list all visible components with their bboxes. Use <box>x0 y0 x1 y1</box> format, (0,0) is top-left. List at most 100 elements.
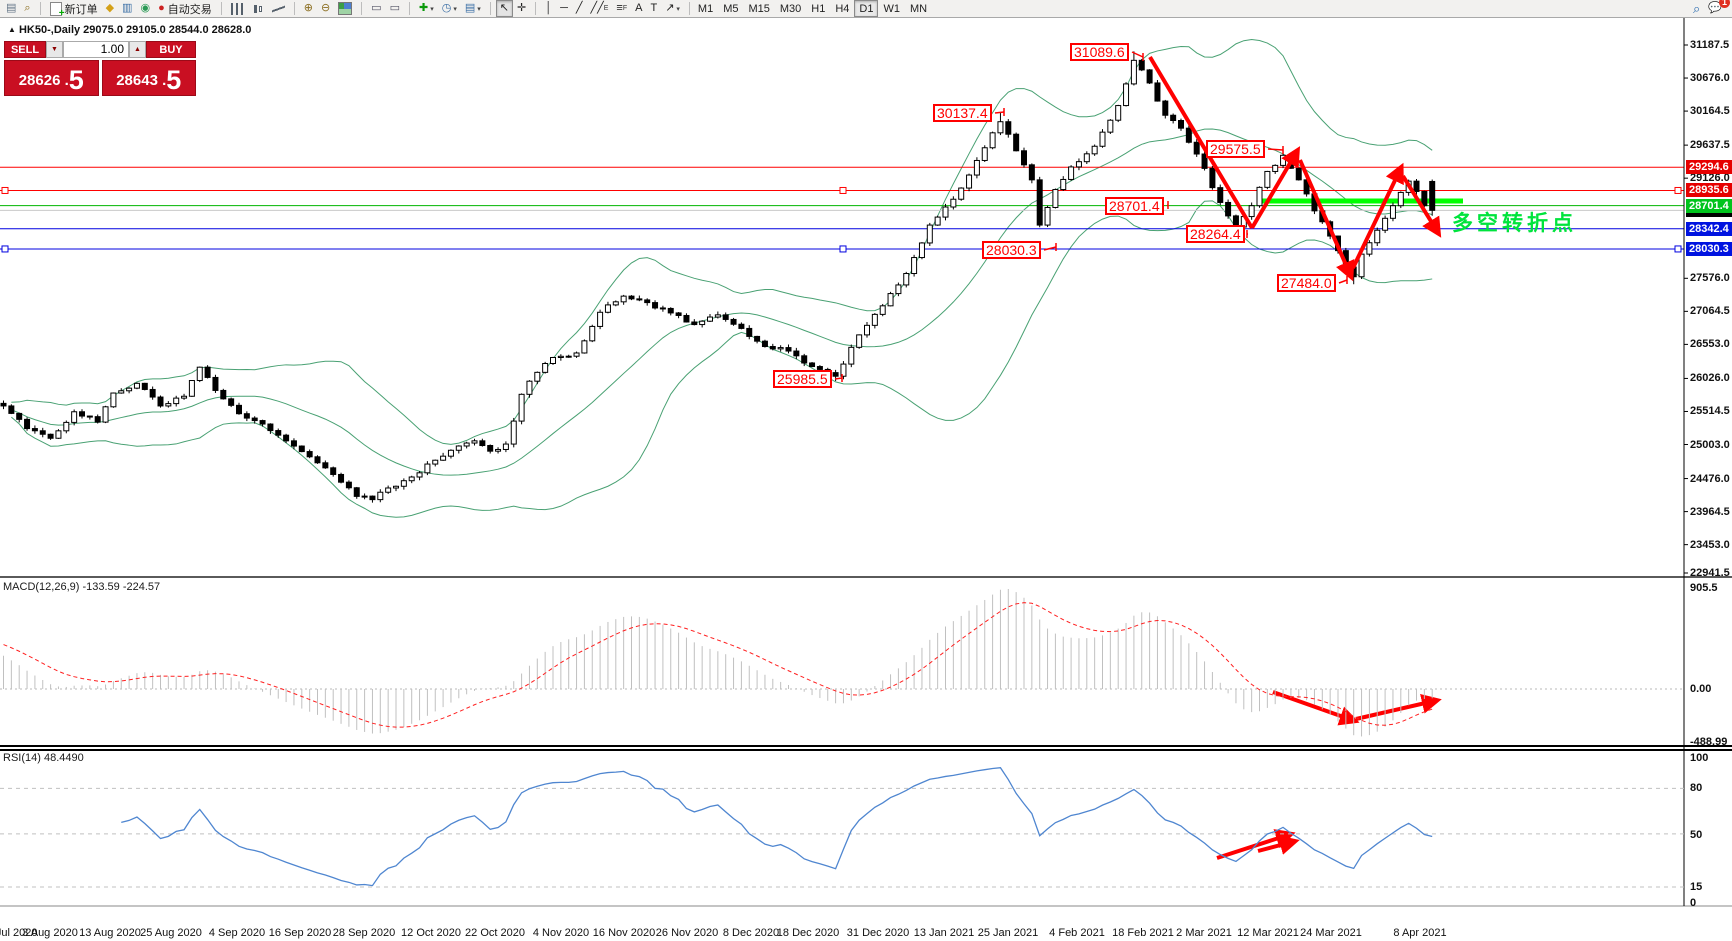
dropdown-caret-icon[interactable]: ▾ <box>477 5 481 13</box>
sell-price-button[interactable]: 28626 .5 <box>4 60 99 96</box>
trendline-icon[interactable]: ╱ <box>572 0 587 17</box>
period-clock-icon: ◷ <box>441 2 452 14</box>
selection-handle[interactable] <box>1 186 9 194</box>
autotrade-button[interactable]: ● 自动交易 <box>154 0 216 17</box>
add-indicator-icon[interactable]: ✚ ▾ <box>415 0 438 17</box>
trendline-icon: ╱ <box>575 2 583 14</box>
price-callout-31089.6[interactable]: 31089.6 <box>1070 43 1129 61</box>
price-callout-28264.4[interactable]: 28264.4 <box>1186 225 1245 243</box>
text-icon[interactable]: A <box>631 0 646 17</box>
tile-windows-icon[interactable] <box>334 0 356 17</box>
data-window-icon[interactable]: ▭ <box>386 0 404 17</box>
lot-decrease-button[interactable]: ▼ <box>46 41 63 58</box>
profile-search-icon[interactable]: ⌕ <box>20 0 34 17</box>
price-axis-tag[interactable]: 28342.4 <box>1686 221 1732 236</box>
arrows-icon[interactable]: ↗ ▾ <box>661 0 684 17</box>
macd-indicator <box>0 589 1684 737</box>
dropdown-caret-icon[interactable]: ▾ <box>676 5 680 13</box>
timeframe-m15-button[interactable]: M15 <box>748 2 770 15</box>
date-axis-label: 22 Oct 2020 <box>465 927 525 939</box>
line-chart-icon[interactable] <box>268 0 289 17</box>
lot-size-input[interactable]: 1.00 <box>63 41 129 58</box>
timeframe-h1-button[interactable]: H1 <box>811 2 826 15</box>
chart-window-icon[interactable]: ▤ <box>2 0 20 17</box>
date-axis-label: 3 Aug 2020 <box>22 927 78 939</box>
crosshair-icon[interactable]: ✛ <box>513 0 530 17</box>
candlestick-chart-icon[interactable] <box>248 0 268 17</box>
price-callout-28030.3[interactable]: 28030.3 <box>982 241 1041 259</box>
text-icon: A <box>635 2 643 14</box>
buy-price-button[interactable]: 28643 .5 <box>101 60 196 96</box>
date-axis-label: 13 Jan 2021 <box>913 927 975 939</box>
lot-increase-button[interactable]: ▲ <box>129 41 146 58</box>
selection-handle[interactable] <box>839 186 847 194</box>
price-axis-tag[interactable]: 28030.3 <box>1686 241 1732 256</box>
zoom-out-icon: ⊖ <box>320 2 331 14</box>
date-axis-label: 25 Jan 2021 <box>977 927 1039 939</box>
symbol-search-button[interactable]: ⌕ <box>1689 0 1704 17</box>
bar-chart-icon[interactable] <box>227 0 248 17</box>
red-arrow[interactable] <box>1257 835 1300 855</box>
selection-handle[interactable] <box>1674 186 1682 194</box>
price-callout-27484.0[interactable]: 27484.0 <box>1277 274 1336 292</box>
zoom-out-icon[interactable]: ⊖ <box>317 0 334 17</box>
buy-button[interactable]: BUY <box>146 41 196 58</box>
timeframe-mn-button[interactable]: MN <box>909 2 928 15</box>
timeframe-w1-button[interactable]: W1 <box>883 2 900 15</box>
toolbar-separator <box>535 2 537 15</box>
template-chart-icon[interactable]: ▤ ▾ <box>461 0 485 17</box>
indicator-list-icon[interactable]: ▭ <box>367 0 385 17</box>
crosshair-icon: ✛ <box>516 2 527 14</box>
cursor-icon[interactable]: ↖ <box>495 0 513 17</box>
text-label-icon[interactable]: T <box>646 0 661 17</box>
dropdown-caret-icon[interactable]: ▾ <box>453 5 457 13</box>
date-axis-label: 18 Feb 2021 <box>1112 927 1174 939</box>
new-order-button-label: 新订单 <box>64 3 98 16</box>
vertical-line-icon[interactable]: │ <box>541 0 556 17</box>
price-axis-label: 29126.0 <box>1690 172 1730 185</box>
price-callout-30137.4[interactable]: 30137.4 <box>933 104 992 122</box>
price-axis-tag[interactable]: 28935.6 <box>1686 183 1732 198</box>
sell-button[interactable]: SELL <box>4 41 46 58</box>
date-axis-label: 24 Mar 2021 <box>1300 927 1362 939</box>
signals-icon[interactable]: ◉ <box>136 0 154 17</box>
price-callout-25985.5[interactable]: 25985.5 <box>773 370 832 388</box>
selection-handle[interactable] <box>839 245 847 253</box>
selection-handle[interactable] <box>1 245 9 253</box>
red-arrow[interactable] <box>1148 55 1254 230</box>
metaeditor-icon[interactable]: ◆ <box>102 0 118 17</box>
price-axis-label: 24476.0 <box>1690 472 1730 485</box>
new-order-button[interactable]: 新订单 <box>46 0 102 19</box>
timeframe-d1-button[interactable]: D1 <box>854 0 879 17</box>
horizontal-line-icon[interactable]: ─ <box>556 0 572 17</box>
collapse-triangle-icon[interactable]: ▲ <box>8 25 16 34</box>
timeframe-h4-button[interactable]: H4 <box>835 2 850 15</box>
red-arrow[interactable] <box>1216 829 1296 860</box>
callout-connector <box>1043 246 1057 251</box>
red-arrow[interactable] <box>1351 162 1404 269</box>
price-axis-label: 29637.5 <box>1690 139 1730 152</box>
red-arrow[interactable] <box>1298 159 1355 282</box>
fibonacci-icon[interactable]: ≡ F <box>612 0 631 17</box>
red-arrow[interactable] <box>1401 174 1442 238</box>
equidistant-channel-icon[interactable]: ╱╱ E <box>586 0 612 17</box>
zoom-in-icon[interactable]: ⊕ <box>300 0 317 17</box>
price-callout-28701.4[interactable]: 28701.4 <box>1105 197 1164 215</box>
selection-handle[interactable] <box>1674 245 1682 253</box>
period-clock-icon[interactable]: ◷ ▾ <box>438 0 461 17</box>
price-axis-tag[interactable]: 28701.4 <box>1686 198 1732 213</box>
dropdown-caret-icon[interactable]: ▾ <box>430 5 434 13</box>
price-axis-tag[interactable]: 29294.6 <box>1686 160 1732 175</box>
bull-bear-turning-point-annotation[interactable]: 多空转折点 <box>1452 212 1577 235</box>
date-axis-label: 12 Oct 2020 <box>401 927 461 939</box>
timeframe-m1-button[interactable]: M1 <box>697 2 714 15</box>
timeframe-m5-button[interactable]: M5 <box>723 2 739 15</box>
terminal-icon[interactable]: ▥ <box>118 0 136 17</box>
date-axis-label: 8 Dec 2020 <box>722 927 780 939</box>
price-callout-29575.5[interactable]: 29575.5 <box>1206 140 1265 158</box>
red-arrow[interactable] <box>1250 146 1301 230</box>
notifications-button[interactable]: 💬 1 <box>1704 0 1730 17</box>
timeframe-m30-button[interactable]: M30 <box>779 2 802 15</box>
macd-pane-title: MACD(12,26,9) -133.59 -224.57 <box>3 581 161 593</box>
